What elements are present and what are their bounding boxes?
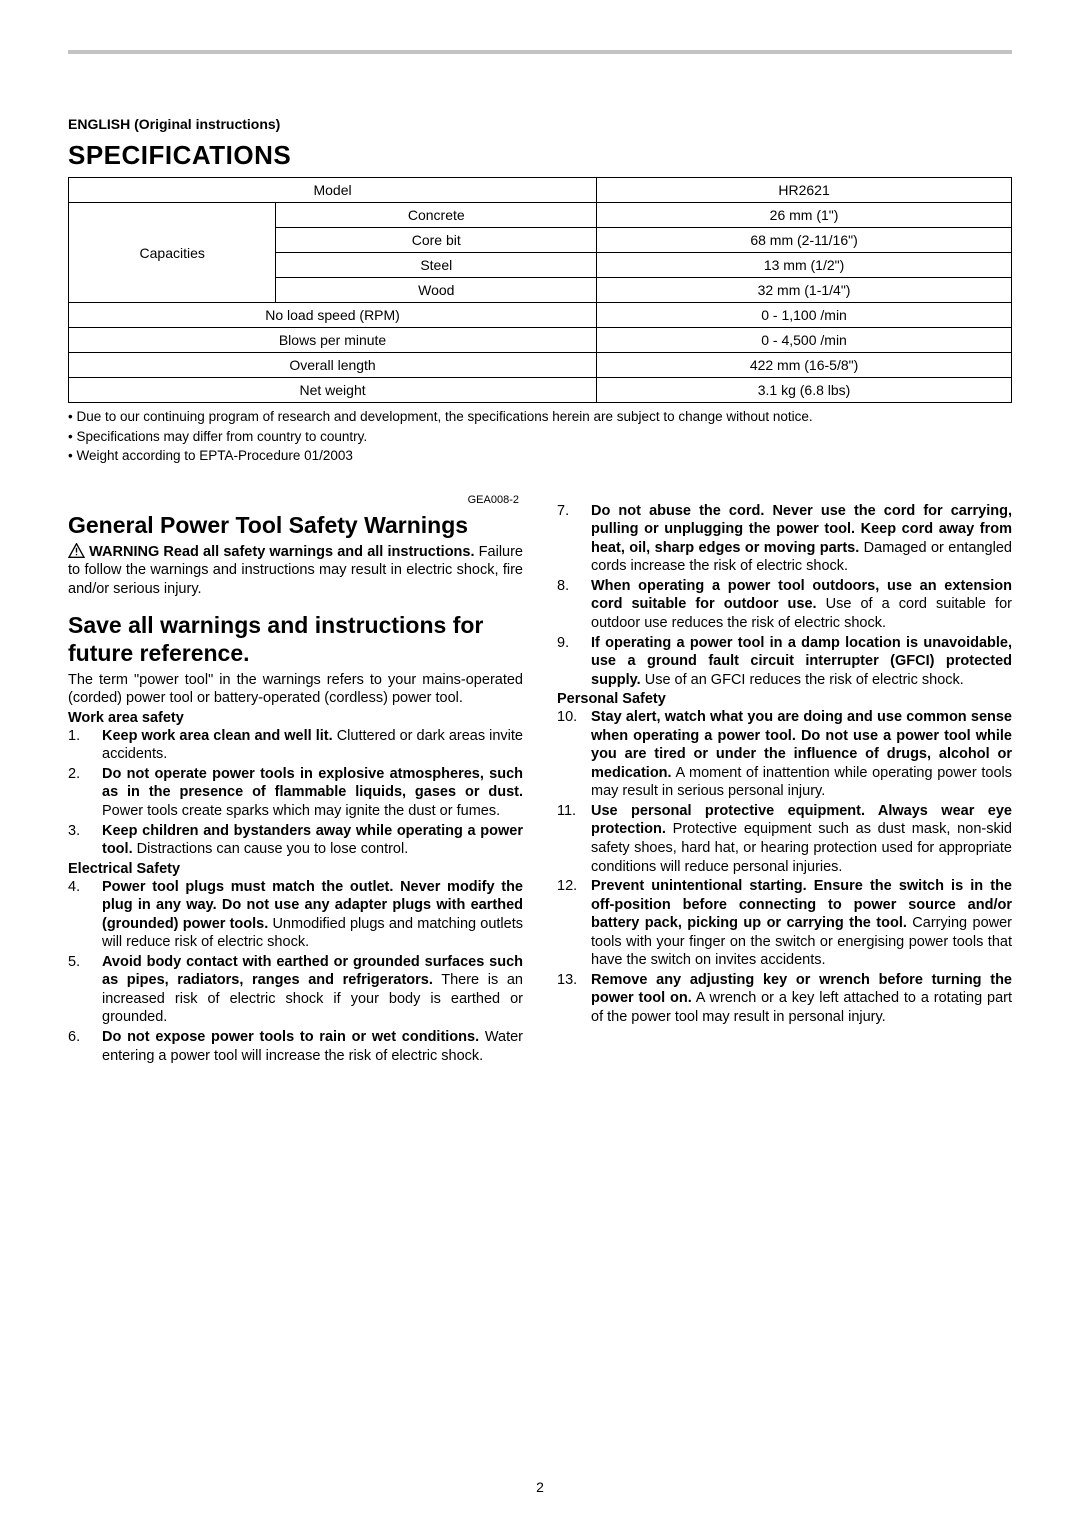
list-item: 6.Do not expose power tools to rain or w… [68,1028,523,1065]
cell-capacities-label: Capacities [69,203,276,303]
note-item: • Due to our continuing program of resea… [68,407,1012,427]
cell-cap-sub: Wood [276,278,597,303]
list-item: 12.Prevent unintentional starting. Ensur… [557,877,1012,970]
subhead-personal: Personal Safety [557,691,1012,707]
warning-lead: WARNING Read all safety warnings and all… [89,544,474,560]
list-item: 5.Avoid body contact with earthed or gro… [68,953,523,1027]
cell-cap-sub: Core bit [276,228,597,253]
cell-model-label: Model [69,178,597,203]
note-item: • Specifications may differ from country… [68,427,1012,447]
list-item: 11.Use personal protective equipment. Al… [557,802,1012,876]
cell-cap-val: 68 mm (2-11/16") [597,228,1012,253]
list-item: 7.Do not abuse the cord. Never use the c… [557,502,1012,576]
list-item: 10.Stay alert, watch what you are doing … [557,708,1012,801]
cell-value: 0 - 1,100 /min [597,303,1012,328]
subhead-work-area: Work area safety [68,710,523,726]
heading-save-instructions: Save all warnings and instructions for f… [68,612,523,666]
table-row: Capacities Concrete 26 mm (1") [69,203,1012,228]
list-item: 8.When operating a power tool outdoors, … [557,577,1012,633]
list-item: 1.Keep work area clean and well lit. Clu… [68,727,523,764]
subhead-electrical: Electrical Safety [68,861,523,877]
cell-cap-val: 13 mm (1/2") [597,253,1012,278]
specifications-heading: SPECIFICATIONS [68,140,1012,171]
page-number: 2 [68,1479,1012,1495]
table-row: Blows per minute 0 - 4,500 /min [69,328,1012,353]
table-row: Overall length 422 mm (16-5/8") [69,353,1012,378]
cell-cap-sub: Steel [276,253,597,278]
list-item: 13.Remove any adjusting key or wrench be… [557,971,1012,1027]
cell-label: Blows per minute [69,328,597,353]
list-electrical-cont: 7.Do not abuse the cord. Never use the c… [557,502,1012,689]
cell-value: 422 mm (16-5/8") [597,353,1012,378]
cell-value: 3.1 kg (6.8 lbs) [597,378,1012,403]
cell-label: Overall length [69,353,597,378]
list-item: 9.If operating a power tool in a damp lo… [557,634,1012,690]
cell-value: 0 - 4,500 /min [597,328,1012,353]
list-electrical: 4.Power tool plugs must match the outlet… [68,878,523,1065]
warning-paragraph: WARNING Read all safety warnings and all… [68,543,523,599]
cell-label: Net weight [69,378,597,403]
list-work-area: 1.Keep work area clean and well lit. Clu… [68,727,523,859]
save-body: The term "power tool" in the warnings re… [68,671,523,708]
table-row: Net weight 3.1 kg (6.8 lbs) [69,378,1012,403]
notes-list: • Due to our continuing program of resea… [68,407,1012,466]
list-item: 4.Power tool plugs must match the outlet… [68,878,523,952]
specifications-table: Model HR2621 Capacities Concrete 26 mm (… [68,177,1012,403]
table-row: Model HR2621 [69,178,1012,203]
cell-label: No load speed (RPM) [69,303,597,328]
language-label: ENGLISH (Original instructions) [68,116,1012,132]
list-item: 3.Keep children and bystanders away whil… [68,822,523,859]
cell-cap-sub: Concrete [276,203,597,228]
list-personal: 10.Stay alert, watch what you are doing … [557,708,1012,1026]
cell-model-value: HR2621 [597,178,1012,203]
list-item: 2.Do not operate power tools in explosiv… [68,765,523,821]
note-item: • Weight according to EPTA-Procedure 01/… [68,446,1012,466]
top-rule [68,50,1012,54]
cell-cap-val: 32 mm (1-1/4") [597,278,1012,303]
doc-code: GEA008-2 [68,494,523,506]
heading-general-warnings: General Power Tool Safety Warnings [68,512,523,539]
table-row: No load speed (RPM) 0 - 1,100 /min [69,303,1012,328]
cell-cap-val: 26 mm (1") [597,203,1012,228]
warning-icon [68,543,85,558]
